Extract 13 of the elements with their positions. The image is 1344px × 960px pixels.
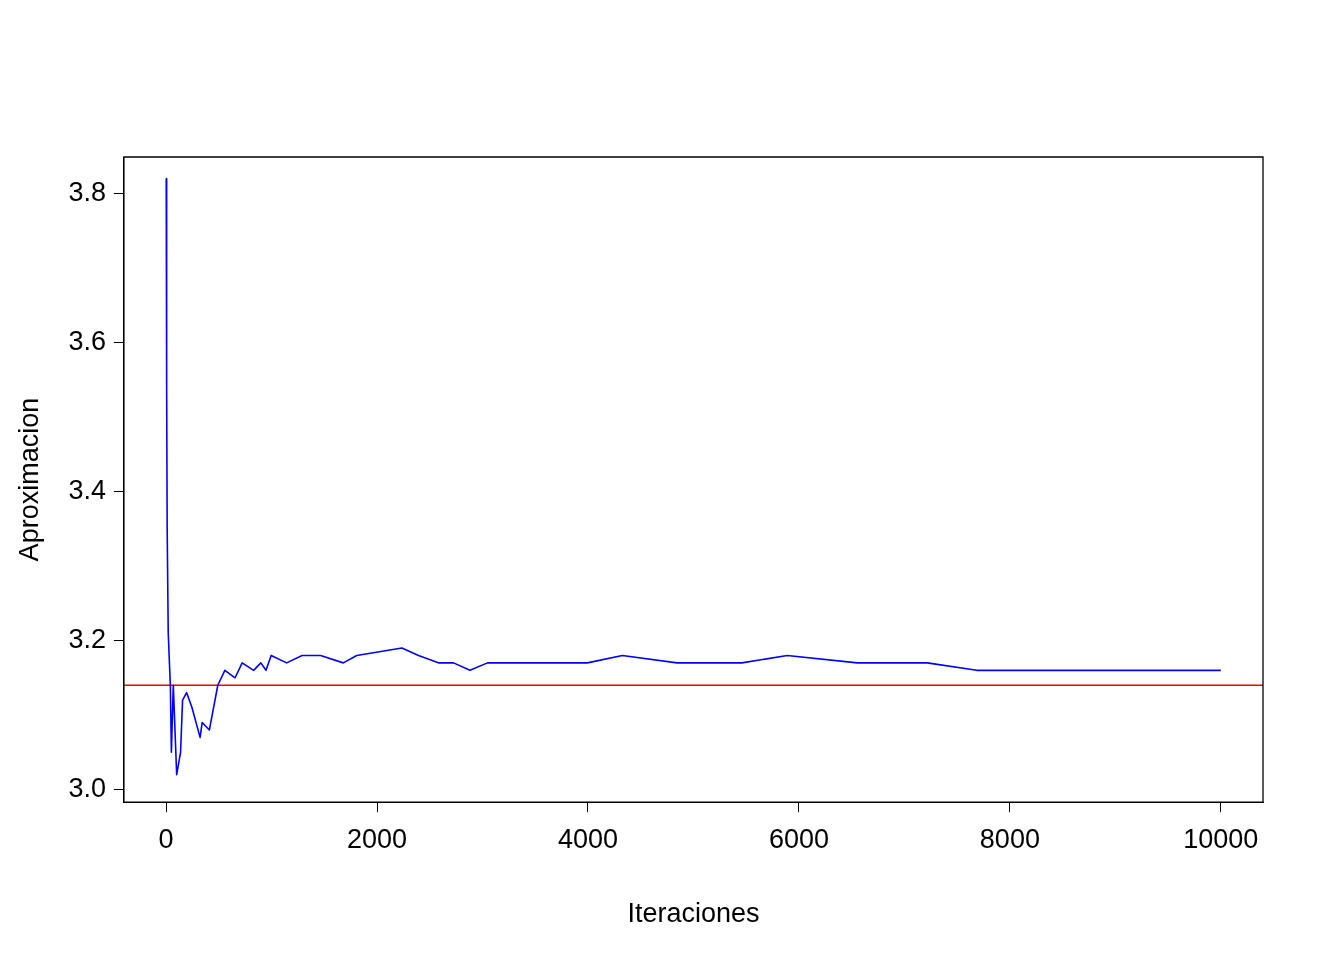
x-tick-label: 10000 — [1183, 823, 1259, 854]
x-tick-label: 4000 — [557, 823, 619, 854]
y-tick-label: 3.6 — [68, 325, 106, 356]
x-axis-title: Iteraciones — [627, 898, 760, 929]
x-tick-label: 2000 — [347, 823, 408, 854]
y-tick-label: 3.4 — [68, 474, 106, 505]
y-axis-title: Aproximacion — [13, 397, 44, 562]
y-tick-label: 3.0 — [68, 772, 106, 803]
x-tick-label: 0 — [158, 823, 174, 854]
x-tick-label: 6000 — [768, 823, 829, 854]
y-tick-label: 3.8 — [68, 176, 106, 207]
y-tick-label: 3.2 — [68, 623, 106, 654]
x-tick-label: 8000 — [979, 823, 1040, 854]
